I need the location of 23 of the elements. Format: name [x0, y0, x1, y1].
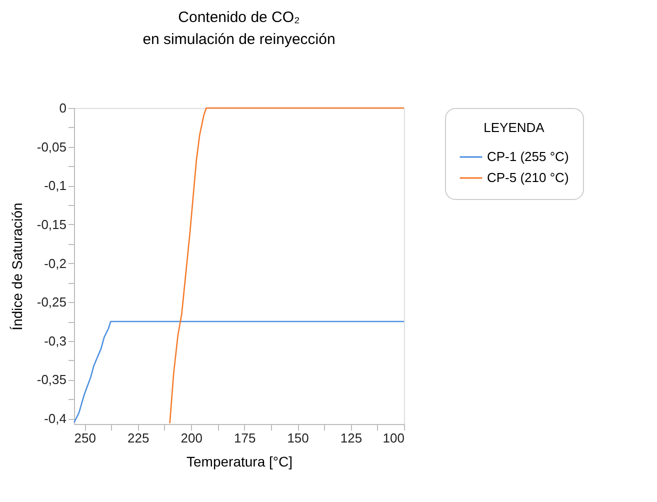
x-tick-label: 150	[287, 430, 309, 446]
x-axis-title: Temperatura [°C]	[186, 454, 292, 470]
x-tick-label: 100	[382, 430, 404, 446]
y-tick-label: -0,25	[36, 294, 66, 310]
y-tick-label: -0,15	[36, 216, 66, 232]
line-series	[169, 107, 405, 424]
x-tick-label: 200	[180, 430, 202, 446]
y-tick-label: 0	[59, 100, 66, 116]
y-axis-title: Índice de Saturación	[8, 202, 25, 330]
y-tick-label: -0,4	[44, 411, 66, 426]
legend-label: CP-1 (255 °C)	[487, 149, 569, 164]
x-tick-label: 175	[234, 430, 256, 446]
x-tick-label: 125	[340, 430, 362, 446]
x-tick-label: 250	[74, 430, 96, 446]
legend-label: CP-5 (210 °C)	[487, 170, 569, 185]
y-tick-label: -0,35	[36, 372, 66, 388]
y-tick-label: -0,05	[36, 139, 66, 154]
x-tick-label: 225	[128, 430, 150, 446]
y-tick-label: -0,3	[44, 333, 66, 348]
legend-title: LEYENDA	[484, 120, 545, 135]
y-tick-label: -0,1	[44, 178, 66, 194]
y-tick-label: -0,2	[44, 256, 66, 271]
chart-title: Contenido de CO₂ en simulación de reinyección	[142, 9, 336, 48]
